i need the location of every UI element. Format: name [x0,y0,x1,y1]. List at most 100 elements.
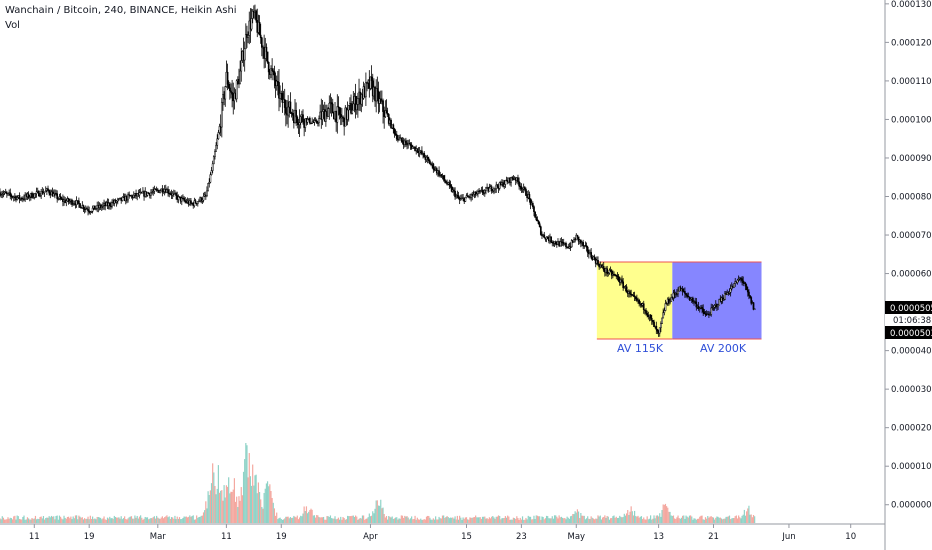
volume-bar [557,518,559,523]
time-tick-label: 19 [84,532,95,542]
volume-bar [650,515,652,523]
volume-bar [593,519,596,523]
volume-bar [87,516,89,523]
volume-bar [57,519,59,523]
volume-bar [655,515,657,523]
volume-bar [192,515,194,523]
volume-bar [483,516,485,523]
volume-bar [260,499,262,523]
volume-bar [175,519,177,523]
candle-body [454,190,456,198]
volume-bar [191,516,193,523]
volume-bar [355,515,357,523]
volume-bar [597,515,599,523]
volume-bar [30,519,32,523]
volume-bar [184,516,186,523]
candle-body [427,158,430,162]
volume-bar [31,517,33,523]
volume-bar [48,516,50,523]
volume-bar [343,518,345,523]
volume-bar [205,501,207,523]
volume-bar [635,516,637,523]
volume-bar [188,516,190,523]
volume-bar [661,510,663,523]
volume-bar [193,519,195,523]
volume-bar [359,517,361,523]
volume-bar [392,518,394,523]
volume-bar [613,515,615,523]
volume-bar [319,517,321,523]
candle-body [585,245,588,248]
candle-body [336,106,339,123]
volume-bar [740,518,742,523]
volume-bar [577,511,580,523]
volume-bar [324,519,326,523]
volume-bar [694,518,696,523]
candle-body [287,106,289,116]
volume-bar [10,518,13,523]
time-axis[interactable]: 11 19 Mar 11 19 Apr 15 23 May 13 21 Jun 10 [29,524,856,542]
candle-body [317,122,319,124]
candle-body [662,312,665,319]
volume-bar [624,515,627,523]
candle-body [718,299,721,306]
volume-bar [206,508,208,523]
volume-bar [393,518,396,523]
volume-bar [544,518,547,523]
box1-annotation: AV 115K [617,342,664,355]
volume-bar [325,519,327,523]
candle-body [146,192,149,196]
candle-body [206,190,208,197]
volume-bar [645,519,647,523]
candle-body [744,282,747,287]
volume-bar [353,516,356,523]
candle-body [385,110,388,114]
volume-bar [200,515,202,523]
volume-bar [629,511,631,523]
candle-body [355,104,358,111]
volume-bar [748,505,750,523]
volume-bar [367,517,369,523]
candle-body [351,109,354,114]
candle-body [617,276,620,281]
volume-bar [40,516,42,523]
candle-body [390,119,392,129]
candle-body [337,106,340,109]
volume-bar [707,516,709,523]
candle-body [240,60,243,72]
volume-bar [580,512,582,523]
candle-body [736,279,739,283]
volume-bar [507,515,509,523]
volume-bar [644,519,646,523]
volume-bar [176,516,178,523]
volume-bar [282,519,285,523]
candle-body [440,174,443,177]
time-tick-label: 21 [708,532,719,542]
candle-body [91,207,94,212]
volume-bar [39,517,41,523]
volume-bar [465,517,468,523]
volume-bar [109,516,111,523]
volume-bar [701,515,703,523]
volume-bar [158,518,160,523]
volume-bar [467,519,469,523]
candle-body [737,278,740,281]
volume-bar [559,517,561,523]
volume-bar [622,516,624,523]
volume-bar [138,516,141,523]
volume-bar [357,519,359,523]
volume-bar [460,517,462,523]
volume-bar [327,516,329,523]
volume-bar [672,515,675,523]
volume-bar [265,483,268,523]
volume-bar [447,517,449,523]
volume-bar [669,511,671,523]
volume-bar [190,516,192,523]
candle-body [194,200,197,204]
candle-body [655,325,658,330]
volume-bar [720,518,723,523]
